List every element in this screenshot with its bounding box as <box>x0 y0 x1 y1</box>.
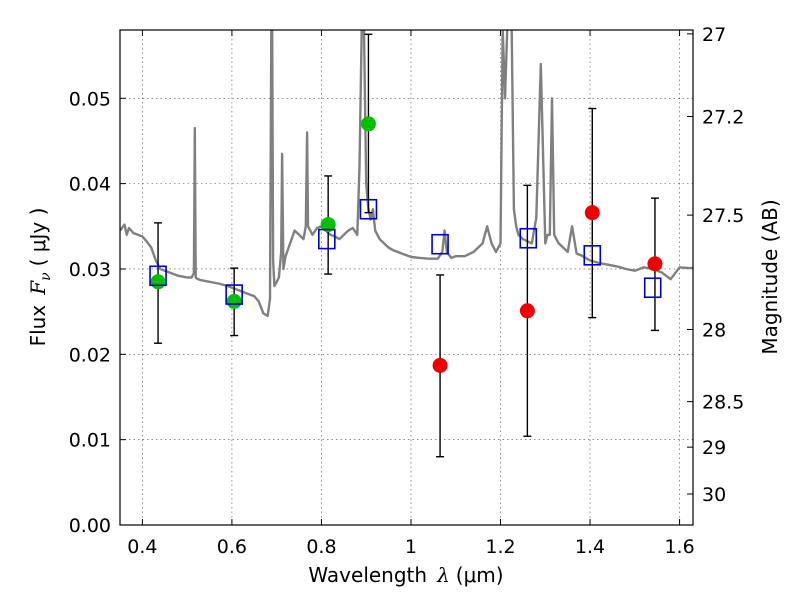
tick-layer: 0.4 0.6 0.8 1 1.2 1.4 1.6 0.00 0.01 0.02 0.03 0.04 0… <box>69 24 745 558</box>
model-point <box>359 198 378 220</box>
grid <box>120 30 693 526</box>
model-point <box>225 284 243 305</box>
detected-point <box>360 116 376 132</box>
model-point <box>643 277 662 299</box>
upper-point <box>584 205 600 221</box>
y2-tick-label: 27.2 <box>702 106 744 128</box>
detected-point <box>150 274 166 290</box>
x-tick-label: 1.6 <box>664 536 694 558</box>
upper-point <box>519 303 535 319</box>
x-axis-label: Wavelength λ (μm) <box>308 563 503 587</box>
y2-tick-label: 28.5 <box>702 392 744 414</box>
model-point <box>318 228 336 250</box>
model-point <box>431 233 449 255</box>
y2-tick-label: 27.5 <box>702 205 744 227</box>
y2-axis-label: Magnitude (AB) <box>758 199 782 354</box>
y2-tick-label: 29 <box>702 437 726 459</box>
upper-point <box>647 256 663 272</box>
detected-point <box>226 293 242 309</box>
series-layer <box>120 30 693 458</box>
x-tick-label: 0.4 <box>127 536 157 558</box>
model-point <box>149 265 167 287</box>
model-point <box>583 245 602 266</box>
y-axis-label: FluxFν( μJy ) <box>26 208 54 347</box>
x-tick-label: 0.8 <box>306 536 336 558</box>
x-tick-label: 1.4 <box>575 536 605 558</box>
detected-point <box>320 217 336 233</box>
y-tick-label: 0.01 <box>69 430 111 452</box>
plot-frame <box>119 29 694 526</box>
y-tick-label: 0.04 <box>69 174 111 196</box>
y2-tick-label: 27 <box>702 24 726 46</box>
y-tick-label: 0.00 <box>69 515 111 537</box>
x-tick-label: 1.2 <box>485 536 515 558</box>
template-spectrum-line <box>120 30 693 318</box>
y2-tick-label: 30 <box>702 484 726 506</box>
model-point <box>519 227 538 249</box>
y-tick-label: 0.05 <box>69 88 111 110</box>
upper-point <box>432 357 448 373</box>
y2-tick-label: 28 <box>702 319 726 341</box>
x-tick-label: 0.6 <box>217 536 247 558</box>
x-tick-label: 1 <box>405 536 417 558</box>
y-tick-label: 0.02 <box>69 344 111 366</box>
y-tick-label: 0.03 <box>69 259 111 281</box>
